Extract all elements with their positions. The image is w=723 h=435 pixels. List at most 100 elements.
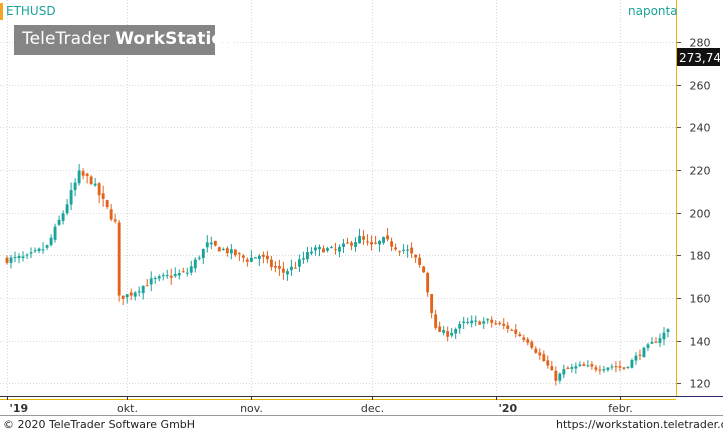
candle-body (33, 250, 37, 252)
candle-body (366, 241, 369, 243)
candle-body (265, 255, 269, 260)
candle-body (185, 272, 189, 274)
candle-body (302, 258, 305, 260)
candle-body (666, 329, 670, 332)
candle-body (49, 237, 53, 246)
candle-body (598, 369, 602, 371)
candle-body (37, 248, 41, 251)
candle-body (390, 241, 394, 247)
candles (5, 164, 670, 386)
candle-body (590, 364, 594, 367)
candle-body (45, 245, 49, 248)
x-tick-label: febr. (608, 402, 633, 415)
candle-body (213, 240, 217, 246)
candle-body (101, 193, 105, 199)
candle-body (89, 176, 93, 185)
candle-body (662, 332, 666, 340)
candle-body (634, 355, 638, 361)
candle-body (330, 247, 333, 249)
candle-body (434, 314, 438, 328)
candle-body (550, 366, 554, 371)
candle-body (602, 369, 606, 371)
candle-body (378, 240, 382, 245)
candle-body (654, 341, 658, 343)
candle-body (382, 237, 386, 243)
candle-body (113, 219, 117, 222)
candle-body (566, 367, 570, 369)
candle-body (554, 370, 558, 381)
candle-body (374, 242, 377, 244)
x-axis: '19 okt. nov. dec. '20 febr. (7, 396, 633, 415)
candle-body (141, 285, 145, 294)
candle-body (314, 247, 317, 251)
candle-body (546, 360, 550, 366)
candle-body (462, 321, 466, 324)
candle-body (402, 249, 406, 251)
candle-body (438, 326, 442, 332)
candle-body (261, 254, 265, 257)
candle-body (205, 242, 209, 248)
candle-body (450, 332, 454, 336)
candle-body (318, 246, 321, 250)
candle-body (658, 338, 662, 343)
candle-body (470, 320, 474, 324)
candle-body (285, 271, 289, 275)
candle-body (510, 329, 514, 331)
candle-body (269, 259, 273, 267)
candle-body (41, 249, 45, 251)
candle-body (53, 226, 57, 240)
candle-body (362, 236, 365, 240)
candle-body (289, 266, 293, 271)
candle-body (538, 352, 542, 356)
candle-body (29, 252, 33, 254)
candle-body (245, 259, 249, 262)
candle-body (486, 319, 490, 321)
candle-body (241, 255, 245, 258)
y-tick-label: 160 (690, 293, 711, 306)
last-price-label: 273,74 (679, 51, 721, 65)
candle-body (201, 249, 205, 259)
candle-body (346, 242, 349, 244)
candle-body (193, 259, 197, 269)
y-tick-label: 260 (690, 80, 711, 93)
candle-body (574, 366, 578, 369)
candle-body (338, 247, 341, 252)
candle-body (454, 329, 458, 334)
candle-body (273, 266, 277, 268)
candle-body (69, 190, 73, 205)
candle-body (77, 170, 81, 184)
symbol-label: ETHUSD (6, 4, 56, 18)
candle-body (129, 292, 133, 296)
candle-body (642, 347, 646, 358)
candle-body (542, 354, 546, 362)
y-tick-label: 200 (690, 208, 711, 221)
candle-body (418, 257, 422, 265)
candle-body (518, 334, 522, 337)
candle-body (514, 329, 518, 334)
source-url: https://workstation.teletrader.com (556, 418, 723, 431)
candle-body (474, 320, 478, 322)
candle-body (322, 248, 325, 253)
candle-body (97, 183, 101, 196)
candle-body (93, 183, 97, 186)
candle-body (482, 321, 486, 324)
candle-body (398, 251, 402, 253)
candle-body (614, 366, 618, 368)
candle-body (13, 256, 17, 258)
grid-lines (0, 0, 676, 396)
candle-body (618, 366, 622, 368)
candle-body (253, 257, 257, 259)
candle-body (442, 330, 446, 333)
y-tick-label: 280 (690, 37, 711, 50)
candle-body (281, 268, 285, 273)
candle-body (394, 247, 398, 250)
candle-body (478, 321, 482, 325)
candle-body (277, 266, 281, 269)
candle-body (630, 359, 634, 368)
candle-body (406, 249, 410, 251)
candle-body (310, 251, 313, 254)
candle-body (594, 367, 598, 370)
candle-body (506, 325, 510, 329)
y-axis: 120 140 160 180 200 220 240 260 280 (677, 37, 711, 391)
